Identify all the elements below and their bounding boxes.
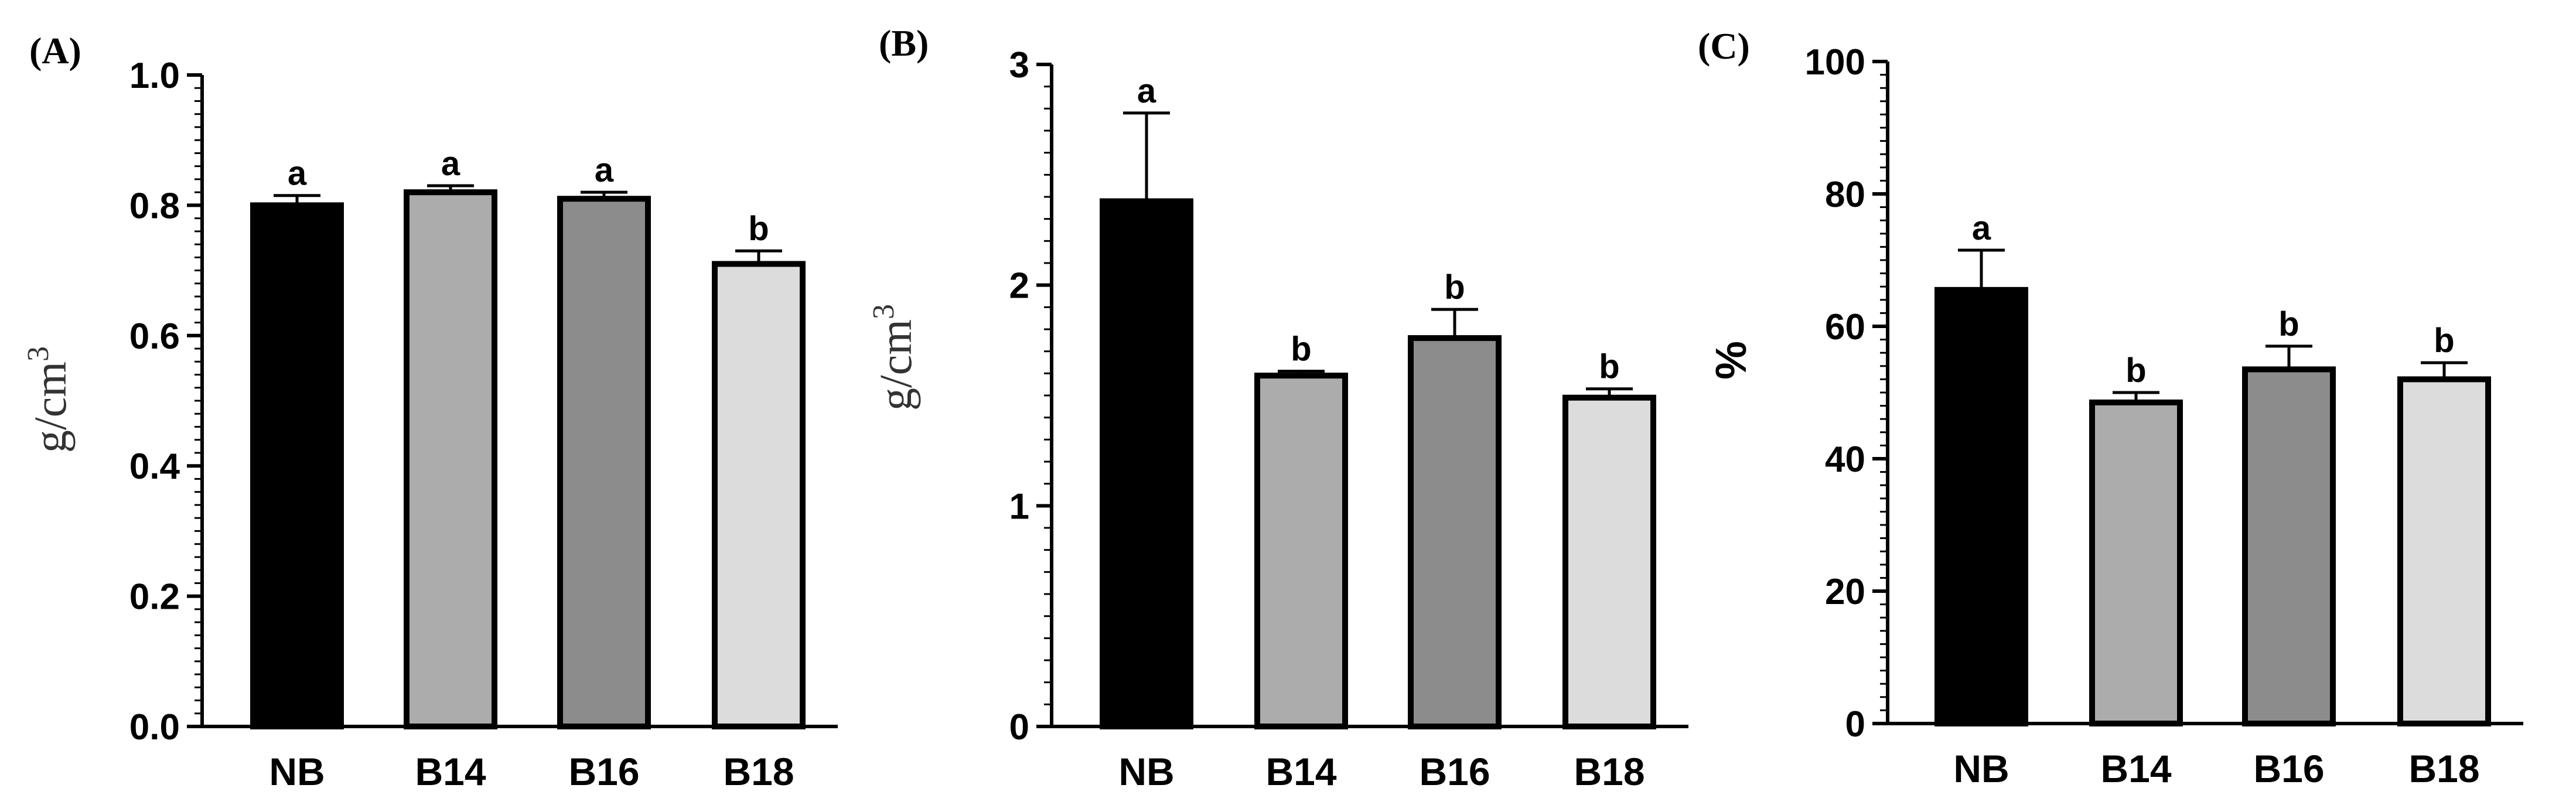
x-tick-label: B14 bbox=[415, 750, 486, 793]
y-axis-label: % bbox=[1707, 341, 1755, 380]
x-tick-label: B14 bbox=[1265, 750, 1336, 793]
bar-b14 bbox=[2089, 399, 2183, 726]
y-tick-label: 20 bbox=[1825, 572, 1865, 612]
y-axis-label-superscript: 3 bbox=[22, 346, 55, 361]
bar-b16 bbox=[1408, 335, 1502, 729]
bar-b18 bbox=[1562, 394, 1656, 729]
bar-b16 bbox=[2242, 366, 2336, 726]
y-tick-label: 0.2 bbox=[129, 577, 180, 617]
bar-nb bbox=[1934, 286, 2028, 727]
x-tick-label: B16 bbox=[568, 750, 639, 793]
x-tick-label: NB bbox=[1118, 750, 1174, 793]
panel-label: (A) bbox=[29, 30, 81, 71]
y-tick-label: 3 bbox=[1009, 45, 1029, 86]
y-tick-label: 0 bbox=[1845, 704, 1865, 745]
bar-b14 bbox=[404, 189, 497, 730]
panel-label: (B) bbox=[879, 22, 929, 64]
y-axis-label-text: % bbox=[1707, 341, 1755, 380]
y-axis-label-text: g/cm bbox=[25, 361, 76, 453]
x-tick-label: B14 bbox=[2100, 747, 2171, 790]
panel-label: (C) bbox=[1698, 25, 1750, 67]
bar-nb bbox=[1100, 198, 1193, 729]
bar-b18 bbox=[712, 261, 806, 730]
y-tick-label: 80 bbox=[1825, 175, 1865, 215]
significance-label: b bbox=[1291, 330, 1311, 369]
y-axis-label: g/cm3 bbox=[22, 346, 76, 453]
significance-label: a bbox=[1972, 209, 1991, 247]
significance-label: a bbox=[1137, 72, 1156, 110]
bar-b18 bbox=[2397, 376, 2491, 726]
bar-b16 bbox=[557, 196, 651, 729]
y-tick-label: 1.0 bbox=[129, 56, 180, 96]
bar-b14 bbox=[1254, 373, 1348, 729]
significance-label: b bbox=[2278, 305, 2299, 343]
y-axis-label-superscript: 3 bbox=[867, 304, 900, 319]
x-tick-label: B18 bbox=[2408, 747, 2479, 790]
x-tick-label: B16 bbox=[2253, 747, 2324, 790]
x-tick-label: B16 bbox=[1419, 750, 1490, 793]
y-axis-label-text: g/cm bbox=[870, 319, 921, 411]
y-tick-label: 0.6 bbox=[129, 316, 180, 357]
significance-label: a bbox=[595, 151, 614, 189]
significance-label: b bbox=[1444, 268, 1465, 306]
significance-label: b bbox=[1599, 348, 1619, 386]
y-tick-label: 2 bbox=[1009, 266, 1029, 306]
significance-label: b bbox=[748, 210, 769, 248]
x-tick-label: B18 bbox=[1574, 750, 1644, 793]
y-tick-label: 40 bbox=[1825, 439, 1865, 480]
y-tick-label: 0.0 bbox=[129, 707, 180, 748]
significance-label: b bbox=[2125, 352, 2146, 390]
significance-label: b bbox=[2434, 322, 2454, 360]
x-tick-label: NB bbox=[1953, 747, 2009, 790]
y-tick-label: 0.4 bbox=[129, 446, 180, 487]
y-axis-label: g/cm3 bbox=[867, 304, 921, 411]
chart-panel-1: (A) g/cm3 0.0 0.2 0.4 0.6 0.8 1.0 a NB a B14 a B16 b B1… bbox=[22, 30, 838, 793]
y-tick-label: 0.8 bbox=[129, 186, 180, 226]
y-tick-label: 1 bbox=[1009, 486, 1029, 527]
y-tick-label: 0 bbox=[1009, 707, 1029, 748]
chart-panel-3: (C)% 0 20 40 60 80 100 a NB b B14 b B16 b B18 bbox=[1698, 25, 2523, 790]
y-tick-label: 100 bbox=[1805, 42, 1865, 83]
x-tick-label: NB bbox=[269, 750, 325, 793]
x-tick-label: B18 bbox=[723, 750, 794, 793]
significance-label: a bbox=[288, 155, 307, 193]
significance-label: a bbox=[441, 145, 460, 183]
bar-nb bbox=[250, 202, 344, 729]
y-tick-label: 60 bbox=[1825, 307, 1865, 347]
